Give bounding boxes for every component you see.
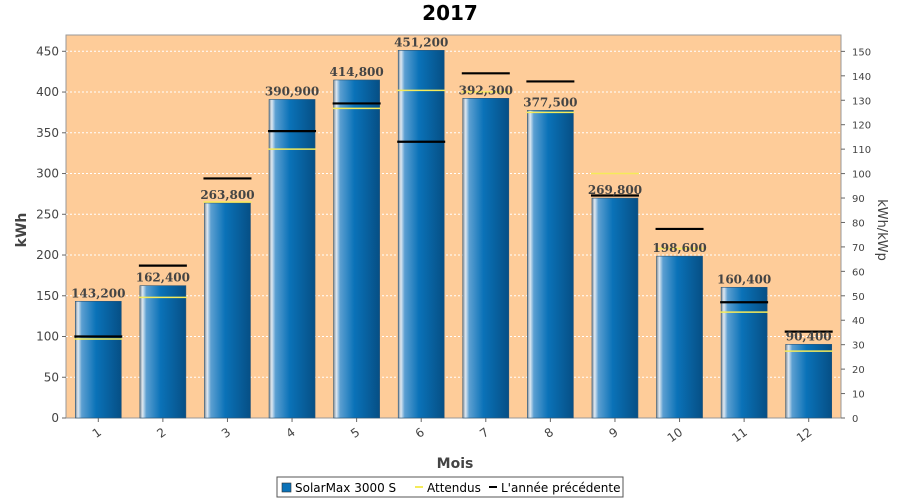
bar-value-label: 390,900 bbox=[265, 84, 319, 98]
x-tick-label: 4 bbox=[283, 425, 297, 441]
bar bbox=[333, 79, 380, 419]
legend-box bbox=[276, 476, 624, 498]
bar-value-label: 269,800 bbox=[588, 183, 642, 197]
y-tick-label: 0 bbox=[51, 411, 59, 425]
y2-tick-label: 20 bbox=[852, 365, 865, 376]
y2-tick-label: 70 bbox=[852, 243, 865, 254]
y-tick-label: 250 bbox=[36, 207, 59, 221]
y-tick-label: 150 bbox=[36, 289, 59, 303]
plot-background bbox=[65, 34, 842, 419]
x-tick-label: 2 bbox=[154, 425, 168, 441]
x-tick-label: 3 bbox=[219, 425, 233, 441]
x-tick-label: 11 bbox=[729, 425, 750, 445]
y2-tick-label: 90 bbox=[852, 194, 865, 205]
y2-axis-label: kWh/kWp bbox=[874, 199, 889, 261]
bar-value-label: 143,200 bbox=[71, 286, 125, 300]
bar bbox=[462, 98, 510, 419]
bar-value-label: 392,300 bbox=[459, 83, 513, 97]
y2-tick-label: 140 bbox=[852, 72, 871, 83]
legend-label: Attendus bbox=[427, 481, 481, 495]
y2-tick-label: 50 bbox=[852, 292, 865, 303]
bar bbox=[397, 50, 445, 419]
y-tick-label: 450 bbox=[36, 44, 59, 58]
x-tick-label: 8 bbox=[542, 425, 556, 441]
legend-label: SolarMax 3000 S bbox=[295, 481, 396, 495]
bar bbox=[720, 286, 768, 419]
y2-tick-label: 60 bbox=[852, 267, 865, 278]
x-tick-label: 6 bbox=[413, 425, 427, 441]
y2-tick-label: 30 bbox=[852, 341, 865, 352]
bar bbox=[139, 285, 187, 419]
x-tick-label: 5 bbox=[348, 425, 362, 441]
x-tick-label: 12 bbox=[794, 425, 815, 445]
legend-label: L'année précédente bbox=[501, 481, 620, 495]
bar bbox=[204, 202, 251, 419]
bar bbox=[591, 197, 639, 419]
bar-value-label: 198,600 bbox=[652, 241, 706, 255]
y2-tick-label: 40 bbox=[852, 316, 865, 327]
bar bbox=[527, 110, 574, 419]
x-tick-label: 1 bbox=[90, 425, 104, 441]
legend-swatch-bars bbox=[281, 482, 292, 493]
y-tick-label: 300 bbox=[36, 167, 59, 181]
plot-area: 0 50 100 150 200 250 300 350 400 450 0 10 20 30 40 50 60… bbox=[36, 34, 871, 445]
y2-tick-label: 80 bbox=[852, 218, 865, 229]
y-tick-label: 400 bbox=[36, 85, 59, 99]
bar-value-label: 263,800 bbox=[200, 188, 254, 202]
y2-tick-label: 0 bbox=[852, 414, 858, 425]
bar bbox=[268, 99, 316, 419]
bar bbox=[785, 344, 833, 419]
bar-value-label: 90,400 bbox=[786, 329, 832, 343]
y-tick-label: 50 bbox=[44, 370, 59, 384]
x-tick-label: 9 bbox=[606, 425, 620, 441]
bar-value-label: 160,400 bbox=[717, 272, 771, 286]
y2-tick-label: 120 bbox=[852, 121, 871, 132]
bar-value-label: 414,800 bbox=[329, 65, 383, 79]
x-axis-label: Mois bbox=[437, 456, 474, 472]
y2-tick-label: 110 bbox=[852, 145, 871, 156]
y-tick-label: 200 bbox=[36, 248, 59, 262]
y-tick-label: 100 bbox=[36, 330, 59, 344]
bar bbox=[656, 255, 703, 419]
y2-tick-label: 130 bbox=[852, 96, 871, 107]
y2-tick-label: 150 bbox=[852, 47, 871, 58]
x-tick-label: 7 bbox=[477, 425, 491, 441]
y-tick-label: 350 bbox=[36, 126, 59, 140]
bar-value-label: 162,400 bbox=[136, 271, 190, 285]
x-tick-label: 10 bbox=[665, 425, 686, 445]
bar bbox=[74, 301, 122, 419]
bar-value-label: 451,200 bbox=[394, 35, 448, 49]
y-axis-label: kWh bbox=[14, 213, 30, 248]
y2-tick-label: 100 bbox=[852, 170, 871, 181]
bar-value-label: 377,500 bbox=[523, 95, 577, 109]
legend: SolarMax 3000 S Attendus L'année précédent… bbox=[276, 476, 624, 498]
chart-title: 2017 bbox=[422, 1, 478, 25]
y2-tick-label: 10 bbox=[852, 390, 865, 401]
